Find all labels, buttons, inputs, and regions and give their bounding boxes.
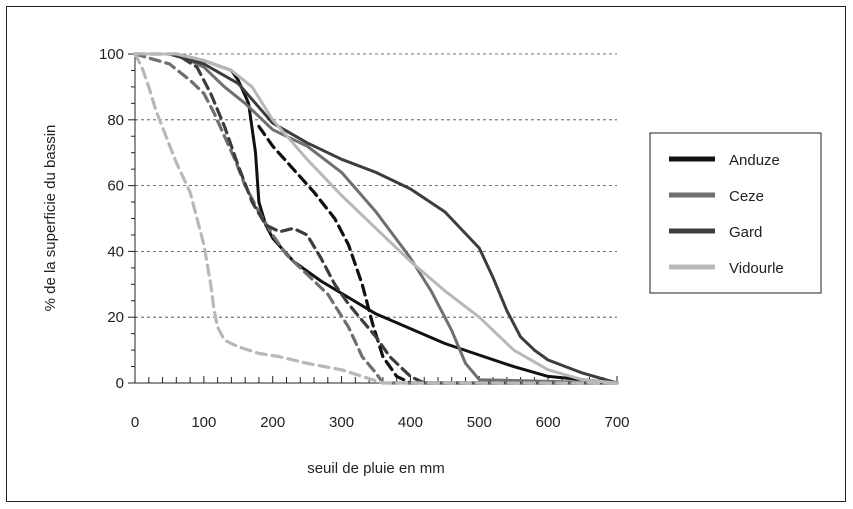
grid-lines bbox=[135, 53, 617, 318]
x-axis-title: seuil de pluie en mm bbox=[307, 460, 445, 477]
legend: Anduze Ceze Gard Vidourle bbox=[649, 132, 822, 294]
series-line-vidourle-solid bbox=[133, 52, 619, 385]
y-tick-label: 20 bbox=[107, 309, 124, 326]
x-tick-label: 0 bbox=[131, 414, 139, 431]
chart-frame: 0 20 40 60 80 100 0 100 200 300 400 500 600 700 seuil… bbox=[6, 6, 846, 502]
y-tick-label: 60 bbox=[107, 178, 124, 195]
plot-area bbox=[133, 52, 619, 385]
series-line-vidourle-dashed bbox=[133, 52, 619, 385]
x-tick-label: 100 bbox=[191, 414, 216, 431]
axis-ticks: 0 20 40 60 80 100 0 100 200 300 400 500 600 700 bbox=[99, 46, 630, 431]
legend-label-gard: Gard bbox=[729, 224, 762, 241]
x-tick-label: 700 bbox=[604, 414, 629, 431]
x-tick-label: 400 bbox=[398, 414, 423, 431]
line-chart: 0 20 40 60 80 100 0 100 200 300 400 500 600 700 seuil… bbox=[42, 46, 822, 477]
series-line-ceze-solid bbox=[133, 52, 619, 385]
series-line-gard-dashed bbox=[133, 52, 619, 385]
y-tick-label: 80 bbox=[107, 112, 124, 129]
series-line-ceze-dashed bbox=[133, 52, 619, 385]
legend-label-vidourle: Vidourle bbox=[729, 260, 784, 277]
y-tick-label: 40 bbox=[107, 243, 124, 260]
series-line-anduze-dashed bbox=[257, 124, 619, 385]
legend-label-anduze: Anduze bbox=[729, 152, 780, 169]
y-axis-title: % de la superficie du bassin bbox=[42, 125, 59, 312]
series-line-gard-solid bbox=[133, 52, 619, 385]
y-tick-label: 100 bbox=[99, 46, 124, 63]
x-tick-label: 500 bbox=[467, 414, 492, 431]
x-tick-label: 200 bbox=[260, 414, 285, 431]
x-tick-label: 600 bbox=[536, 414, 561, 431]
y-tick-label: 0 bbox=[116, 375, 124, 392]
x-tick-label: 300 bbox=[329, 414, 354, 431]
legend-label-ceze: Ceze bbox=[729, 188, 764, 205]
